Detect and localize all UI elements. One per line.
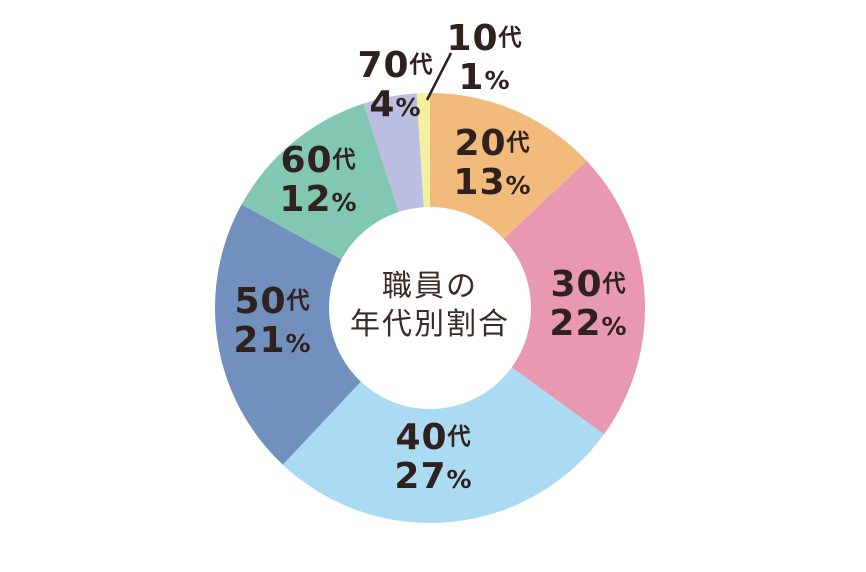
donut-segments: [214, 92, 646, 524]
chart-center-title-line2: 年代別割合: [350, 307, 510, 342]
donut-segment-4: [214, 204, 361, 465]
donut-segment-6: [363, 93, 424, 212]
chart-center-title: 職員の 年代別割合: [350, 268, 510, 344]
leader-line-10s: [425, 52, 453, 101]
chart-center-title-line1: 職員の: [382, 269, 478, 304]
donut-segment-5: [241, 103, 399, 260]
donut-segment-3: [282, 367, 604, 524]
donut-segment-1: [430, 92, 587, 239]
donut-segment-2: [503, 160, 646, 435]
donut-segment-0: [416, 92, 430, 208]
